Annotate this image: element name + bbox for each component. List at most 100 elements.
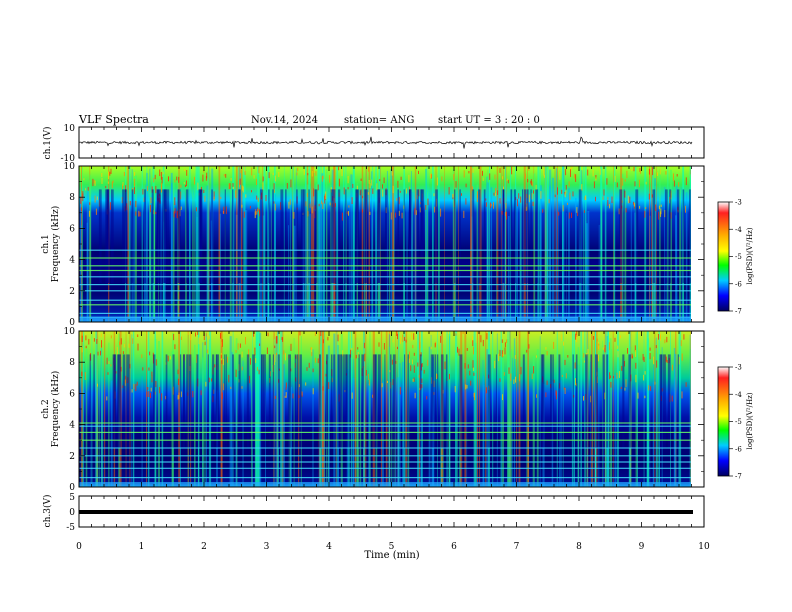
psd-speckle bbox=[555, 390, 557, 396]
dropout-streak bbox=[384, 354, 386, 448]
dropout-streak bbox=[144, 189, 146, 283]
sferic-streak bbox=[208, 331, 211, 487]
psd-speckle bbox=[139, 211, 141, 217]
sferic-streak bbox=[577, 347, 580, 487]
psd-speckle bbox=[631, 355, 633, 359]
psd-speckle bbox=[138, 210, 140, 217]
sferic-streak bbox=[617, 331, 619, 487]
psd-speckle bbox=[671, 395, 673, 402]
psd-speckle bbox=[322, 339, 324, 344]
sferic-streak bbox=[194, 184, 196, 322]
psd-speckle bbox=[329, 175, 331, 183]
dropout-streak bbox=[421, 189, 425, 283]
psd-speckle bbox=[655, 204, 657, 212]
dropout-streak bbox=[263, 354, 266, 448]
psd-speckle bbox=[535, 184, 537, 190]
psd-speckle bbox=[389, 370, 391, 373]
psd-speckle bbox=[499, 198, 501, 204]
x-tick-label: 0 bbox=[76, 542, 82, 552]
sferic-streak bbox=[426, 191, 428, 322]
psd-speckle bbox=[614, 337, 616, 342]
narrowband-line bbox=[79, 431, 691, 433]
sferic-streak bbox=[257, 166, 259, 322]
dropout-streak bbox=[374, 354, 377, 448]
dropout-streak bbox=[261, 354, 264, 448]
dropout-streak bbox=[151, 189, 154, 283]
sferic-streak bbox=[605, 331, 607, 487]
psd-speckle bbox=[482, 170, 483, 176]
psd-speckle bbox=[581, 184, 583, 191]
psd-speckle bbox=[624, 179, 626, 182]
sferic-streak bbox=[197, 331, 200, 487]
psd-speckle bbox=[472, 336, 473, 343]
psd-speckle bbox=[208, 335, 210, 340]
dropout-streak bbox=[118, 354, 121, 448]
psd-speckle bbox=[466, 385, 468, 389]
dropout-streak bbox=[165, 354, 168, 448]
psd-speckle bbox=[202, 174, 204, 182]
psd-speckle bbox=[482, 177, 484, 181]
dropout-streak bbox=[199, 189, 203, 283]
dropout-streak bbox=[246, 354, 250, 448]
psd-speckle bbox=[141, 354, 143, 359]
psd-speckle bbox=[642, 353, 644, 361]
ch3-ytick-mid: 0 bbox=[69, 508, 75, 518]
psd-speckle bbox=[616, 372, 618, 379]
dropout-streak bbox=[172, 354, 175, 448]
psd-speckle bbox=[387, 380, 388, 383]
psd-speckle bbox=[568, 212, 570, 219]
dropout-streak bbox=[345, 189, 347, 283]
psd-speckle bbox=[168, 176, 169, 182]
psd-speckle bbox=[177, 395, 179, 400]
psd-speckle bbox=[282, 337, 284, 342]
psd-speckle bbox=[583, 353, 585, 358]
sferic-streak bbox=[562, 166, 564, 322]
psd-speckle bbox=[482, 339, 484, 347]
sferic-streak bbox=[600, 166, 603, 322]
sferic-streak bbox=[388, 181, 390, 322]
psd-speckle bbox=[290, 343, 292, 351]
psd-speckle bbox=[639, 170, 641, 174]
dropout-streak bbox=[430, 354, 433, 448]
psd-speckle bbox=[391, 359, 393, 365]
psd-speckle bbox=[142, 188, 144, 195]
sferic-streak bbox=[321, 173, 324, 322]
psd-speckle bbox=[258, 369, 260, 375]
x-tick-label: 1 bbox=[139, 542, 145, 552]
psd-speckle bbox=[666, 336, 668, 343]
psd-speckle bbox=[536, 394, 537, 398]
colorbar-tick-label: -4 bbox=[735, 226, 742, 234]
psd-speckle bbox=[161, 183, 162, 189]
psd-speckle bbox=[593, 336, 594, 340]
psd-speckle bbox=[306, 367, 308, 371]
narrowband-line bbox=[79, 249, 691, 251]
ch1-ytick-top: 10 bbox=[64, 124, 76, 134]
sferic-streak bbox=[160, 202, 162, 322]
sferic-streak bbox=[108, 342, 110, 487]
sferic-streak bbox=[95, 331, 98, 487]
sferic-streak bbox=[129, 331, 131, 487]
psd-speckle bbox=[367, 192, 369, 195]
psd-speckle bbox=[501, 211, 503, 215]
sferic-streak bbox=[483, 385, 485, 487]
dropout-streak bbox=[315, 189, 318, 283]
psd-speckle bbox=[602, 196, 604, 200]
psd-speckle bbox=[502, 354, 503, 357]
psd-speckle bbox=[576, 331, 578, 337]
sferic-streak bbox=[376, 180, 377, 322]
psd-speckle bbox=[421, 378, 423, 384]
sferic-streak bbox=[598, 224, 600, 322]
psd-speckle bbox=[273, 183, 275, 190]
sferic-streak bbox=[210, 331, 212, 487]
sferic-streak bbox=[391, 331, 393, 487]
psd-speckle bbox=[313, 168, 315, 173]
psd-speckle bbox=[110, 168, 112, 174]
sferic-streak bbox=[235, 380, 237, 487]
psd-speckle bbox=[502, 394, 503, 401]
y-tick-label: 0 bbox=[69, 483, 75, 493]
psd-speckle bbox=[402, 334, 404, 342]
dropout-streak bbox=[416, 189, 419, 283]
psd-speckle bbox=[420, 352, 422, 357]
psd-speckle bbox=[305, 382, 307, 386]
